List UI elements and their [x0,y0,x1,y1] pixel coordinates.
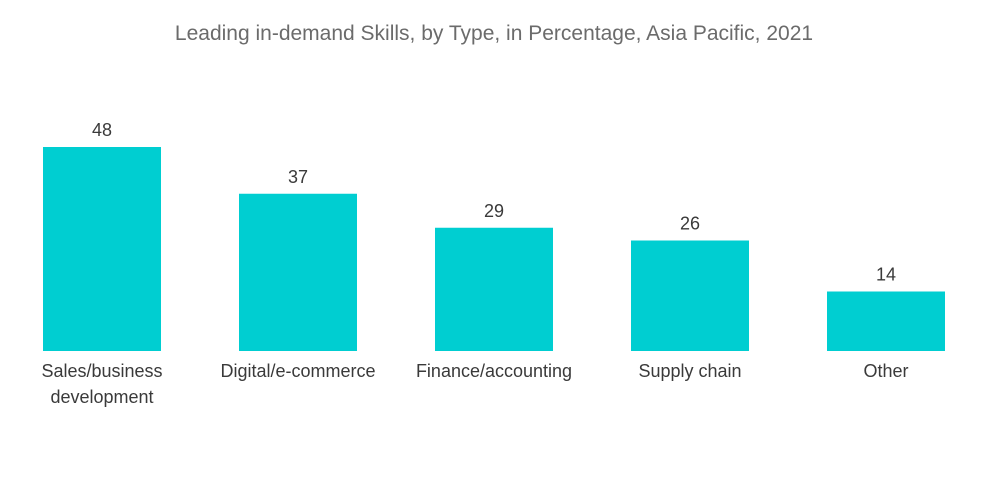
bar [827,291,945,351]
category-label: Finance/accounting [416,361,572,381]
value-label: 37 [288,167,308,187]
value-labels-group: 48 37 29 26 14 [92,120,896,285]
category-label: Sales/business development [41,361,162,407]
bar [631,240,749,351]
value-label: 29 [484,201,504,221]
category-labels-group: Sales/business development Digital/e-comme… [41,361,908,407]
bar [239,193,357,351]
value-label: 48 [92,120,112,140]
bar [435,227,553,351]
category-label: Other [863,361,908,381]
bars-group [43,147,945,351]
value-label: 26 [680,214,700,234]
category-label: Digital/e-commerce [220,361,375,381]
category-label: Supply chain [638,361,741,381]
bar [43,147,161,351]
chart-title: Leading in-demand Skills, by Type, in Pe… [175,22,813,45]
value-label: 14 [876,265,896,285]
